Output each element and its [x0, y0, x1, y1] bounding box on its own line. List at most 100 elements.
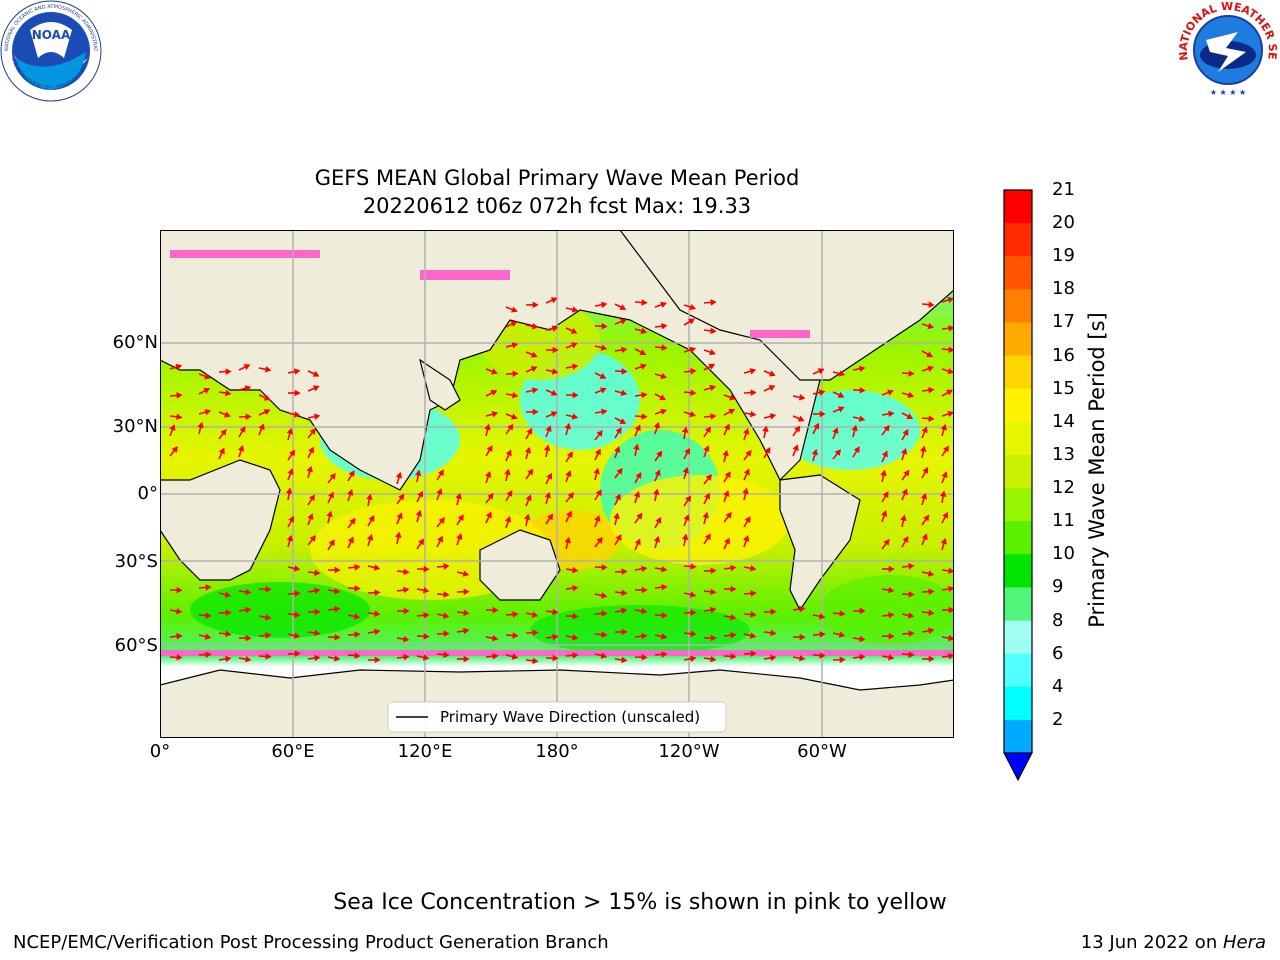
direction-arrow-head — [570, 342, 578, 349]
direction-arrow-head — [264, 614, 272, 621]
direction-arrow-head — [309, 428, 316, 435]
direction-arrow-head — [594, 515, 601, 522]
direction-arrow-head — [571, 306, 579, 313]
colorbar-tick-label: 9 — [1052, 576, 1064, 598]
colorbar-extend — [1003, 752, 1033, 782]
direction-arrow-head — [653, 421, 661, 429]
direction-arrow-head — [723, 537, 730, 545]
footer-host: Hera — [1222, 932, 1266, 953]
direction-arrow-head — [922, 466, 929, 474]
direction-arrow-head — [545, 425, 552, 433]
direction-arrow-head — [799, 633, 806, 641]
direction-arrow-head — [750, 650, 757, 657]
direction-arrow-head — [492, 634, 499, 642]
colorbar-tick-label: 19 — [1052, 245, 1075, 267]
direction-arrow-head — [551, 325, 559, 332]
direction-arrow-head — [486, 445, 493, 452]
direction-arrow-head — [811, 448, 818, 456]
direction-arrow-head — [306, 465, 313, 473]
direction-arrow-head — [546, 472, 553, 480]
colorbar-segment — [1004, 421, 1032, 456]
direction-arrow-head — [710, 655, 717, 663]
colorbar-segment — [1004, 653, 1032, 688]
direction-arrow-head — [307, 513, 314, 520]
direction-arrow-head — [620, 389, 628, 396]
direction-arrow-head — [333, 655, 341, 662]
direction-arrow-head — [660, 633, 668, 640]
direction-arrow-head — [438, 517, 445, 524]
direction-arrow-head — [728, 408, 736, 415]
direction-arrow-head — [309, 535, 316, 542]
direction-arrow-head — [550, 411, 558, 418]
direction-arrow-head — [621, 656, 628, 664]
colorbar-tick-label: 15 — [1052, 377, 1075, 399]
colorbar-segment — [1004, 256, 1032, 290]
direction-arrow-head — [859, 386, 866, 394]
direction-arrow-head — [839, 656, 846, 664]
direction-arrow-head — [395, 471, 403, 479]
direction-arrow-head — [859, 653, 866, 661]
direction-arrow-head — [639, 349, 647, 356]
direction-arrow-head — [908, 630, 915, 637]
direction-arrow-head — [743, 428, 750, 435]
direction-arrow-head — [621, 607, 628, 615]
direction-arrow-head — [244, 385, 252, 392]
direction-arrow-head — [689, 591, 697, 598]
direction-arrow-head — [684, 447, 691, 455]
direction-arrow-head — [491, 411, 499, 418]
direction-arrow-head — [908, 563, 915, 570]
direction-arrow-head — [928, 301, 935, 308]
direction-arrow-head — [423, 633, 430, 640]
lon-tick-120w: 120°W — [658, 741, 720, 762]
direction-arrow-head — [681, 533, 689, 540]
direction-arrow-head — [723, 490, 730, 497]
direction-arrow-head — [688, 318, 695, 325]
direction-arrow-head — [176, 413, 183, 421]
direction-arrow-head — [690, 368, 697, 375]
direction-arrow-head — [641, 653, 648, 661]
direction-arrow-head — [689, 303, 697, 311]
direction-arrow-head — [641, 391, 648, 399]
direction-arrow-head — [510, 413, 518, 420]
direction-arrow-head — [661, 322, 668, 330]
lat-tick-0: 0° — [137, 483, 158, 504]
colorbar-tick-label: 12 — [1052, 477, 1075, 499]
direction-arrow-head — [881, 450, 888, 458]
direction-arrow-head — [730, 613, 737, 621]
direction-arrow-head — [614, 493, 621, 501]
direction-arrow-head — [619, 304, 627, 310]
direction-arrow-head — [524, 513, 531, 521]
direction-arrow-head — [594, 448, 601, 456]
direction-arrow-head — [948, 652, 954, 660]
direction-arrow-head — [682, 466, 689, 474]
direction-arrow-head — [690, 609, 697, 616]
direction-arrow-head — [730, 585, 737, 593]
direction-arrow-head — [205, 651, 212, 658]
direction-arrow-head — [947, 410, 954, 418]
direction-arrow-head — [621, 628, 628, 636]
direction-arrow-head — [881, 510, 888, 517]
direction-arrow-head — [600, 344, 608, 351]
direction-arrow-head — [907, 391, 915, 398]
direction-arrow-head — [619, 418, 627, 424]
direction-arrow-head — [511, 653, 519, 660]
direction-arrow-head — [532, 301, 539, 309]
direction-arrow-head — [839, 610, 846, 617]
colorbar-tick-label: 6 — [1052, 642, 1064, 664]
direction-arrow-head — [547, 513, 554, 521]
direction-arrow-head — [492, 606, 499, 614]
direction-arrow-head — [653, 488, 660, 496]
direction-arrow-head — [169, 424, 176, 431]
direction-arrow-head — [239, 426, 246, 433]
direction-arrow-head — [314, 629, 321, 637]
direction-arrow-head — [920, 445, 927, 453]
direction-arrow-head — [395, 531, 402, 539]
direction-arrow-head — [327, 491, 334, 499]
direction-arrow-head — [750, 611, 757, 618]
direction-arrow-head — [263, 409, 271, 416]
direction-arrow-head — [510, 306, 518, 313]
direction-arrow-head — [690, 655, 697, 663]
colorbar-segment — [1004, 488, 1032, 522]
footer-date: 13 Jun 2022 on Hera — [1081, 932, 1266, 953]
colorbar-tick-label: 2 — [1052, 708, 1064, 730]
